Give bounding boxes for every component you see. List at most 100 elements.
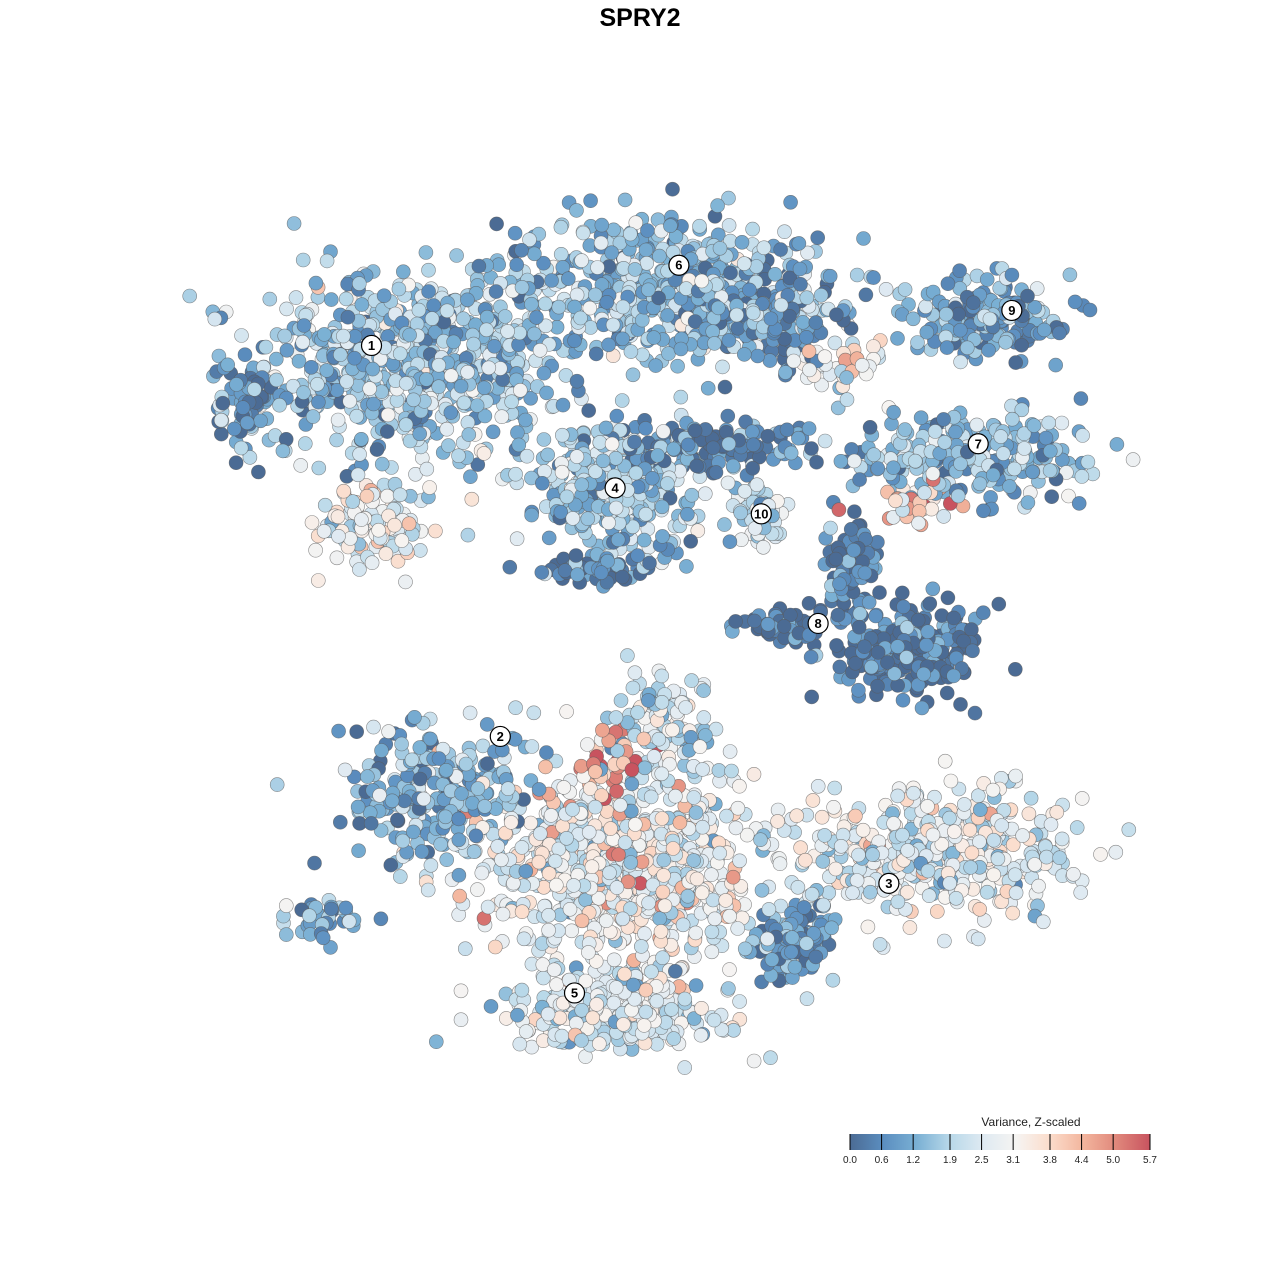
- data-point: [392, 346, 408, 362]
- data-point: [666, 1031, 682, 1046]
- data-point: [468, 828, 484, 844]
- data-point: [862, 419, 878, 435]
- data-point: [663, 218, 678, 233]
- data-point: [332, 814, 348, 830]
- data-point: [654, 668, 670, 684]
- data-point: [625, 367, 641, 383]
- data-point: [795, 314, 811, 330]
- data-point: [453, 983, 469, 999]
- data-point: [700, 380, 716, 396]
- data-point: [534, 565, 550, 580]
- data-point: [229, 377, 244, 392]
- data-point: [990, 851, 1006, 867]
- data-point: [715, 359, 730, 375]
- data-point: [466, 336, 481, 352]
- data-point: [601, 337, 616, 353]
- data-point: [827, 335, 843, 351]
- data-point: [295, 252, 311, 268]
- data-point: [374, 456, 390, 472]
- data-point: [636, 532, 652, 548]
- data-point: [523, 390, 539, 406]
- data-point: [351, 843, 366, 859]
- data-point: [418, 245, 434, 260]
- data-point: [308, 275, 324, 291]
- data-point: [979, 884, 995, 900]
- data-point: [760, 428, 776, 444]
- data-point: [799, 290, 815, 306]
- data-point: [480, 899, 496, 915]
- data-point: [423, 731, 438, 747]
- data-point: [817, 433, 833, 449]
- data-point: [512, 1036, 528, 1052]
- data-point: [562, 901, 578, 917]
- data-point: [451, 832, 467, 848]
- data-point: [839, 370, 854, 385]
- data-point: [603, 821, 618, 836]
- data-point: [624, 776, 640, 792]
- data-point: [404, 752, 420, 768]
- data-point: [540, 1006, 556, 1022]
- data-point: [213, 412, 229, 428]
- data-point: [870, 461, 886, 476]
- data-point: [412, 771, 428, 787]
- data-point: [890, 788, 906, 804]
- data-point: [906, 785, 921, 801]
- data-point: [1023, 790, 1039, 806]
- data-point: [1014, 337, 1029, 353]
- data-point: [604, 245, 620, 260]
- data-point: [688, 978, 704, 993]
- data-point: [310, 376, 325, 392]
- data-point: [737, 483, 753, 499]
- data-point: [730, 921, 746, 936]
- data-point: [965, 295, 981, 311]
- data-point: [864, 659, 879, 675]
- data-point: [421, 284, 436, 299]
- data-point: [1027, 857, 1042, 872]
- data-point: [1008, 768, 1023, 784]
- data-point: [541, 530, 557, 546]
- data-point: [746, 766, 762, 782]
- data-point: [460, 527, 476, 543]
- data-point: [718, 893, 734, 908]
- data-point: [347, 350, 362, 366]
- data-point: [847, 504, 862, 520]
- data-point: [878, 281, 894, 297]
- data-point: [737, 941, 753, 957]
- data-point: [538, 759, 553, 775]
- data-point: [439, 421, 455, 437]
- data-point: [918, 637, 934, 653]
- data-point: [507, 225, 523, 241]
- data-point: [557, 563, 573, 578]
- data-point: [570, 567, 585, 582]
- points-layer: [182, 181, 1141, 1075]
- data-point: [514, 279, 530, 295]
- data-point: [591, 1036, 607, 1051]
- data-point: [536, 255, 551, 271]
- data-point: [1062, 267, 1078, 283]
- data-point: [940, 590, 956, 606]
- data-point: [827, 780, 843, 796]
- data-point: [1004, 267, 1020, 283]
- data-point: [307, 855, 322, 871]
- data-point: [269, 372, 284, 388]
- data-point: [470, 882, 485, 897]
- data-point: [319, 363, 335, 378]
- data-point: [1071, 496, 1087, 511]
- data-point: [630, 705, 645, 720]
- data-point: [809, 454, 824, 470]
- data-point: [494, 409, 510, 425]
- data-point: [829, 638, 844, 653]
- data-point: [323, 292, 339, 307]
- data-point: [269, 777, 285, 792]
- data-point: [551, 299, 567, 315]
- data-point: [802, 362, 817, 378]
- data-point: [677, 1060, 693, 1075]
- data-point: [305, 409, 321, 424]
- data-point: [707, 911, 723, 927]
- data-point: [239, 415, 255, 431]
- data-point: [948, 890, 964, 906]
- data-point: [630, 548, 645, 563]
- data-point: [650, 448, 665, 463]
- data-point: [237, 347, 253, 363]
- data-point: [1054, 831, 1070, 847]
